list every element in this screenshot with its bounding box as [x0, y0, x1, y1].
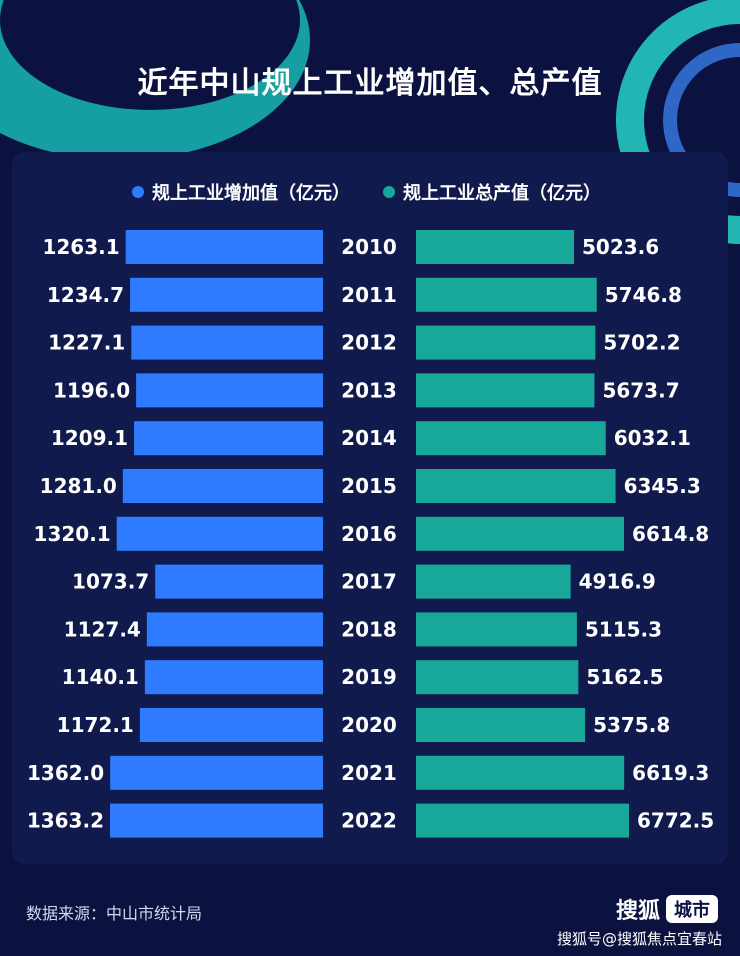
- year-label-2020: 2020: [341, 713, 397, 737]
- label-gross-output-2013: 5673.7: [602, 378, 679, 402]
- bar-gross-output-2012: [416, 325, 596, 360]
- legend-left: 规上工业增加值（亿元）: [132, 178, 350, 206]
- year-label-2017: 2017: [341, 570, 397, 594]
- year-label-2021: 2021: [341, 761, 397, 785]
- label-gross-output-2020: 5375.8: [593, 713, 670, 737]
- brand-tag: 城市: [666, 895, 718, 923]
- data-source: 数据来源：中山市统计局: [26, 904, 203, 923]
- label-gross-output-2022: 6772.5: [637, 809, 714, 833]
- bar-value-added-2010: [125, 230, 323, 264]
- legend-right-dot: [383, 186, 395, 198]
- bar-gross-output-2010: [416, 230, 574, 264]
- watermark: 搜狐号@搜狐焦点宜春站: [556, 930, 722, 948]
- label-gross-output-2021: 6619.3: [632, 761, 709, 785]
- label-gross-output-2018: 5115.3: [585, 617, 662, 641]
- bar-value-added-2013: [136, 373, 323, 408]
- label-value-added-2016: 1320.1: [34, 522, 111, 546]
- butterfly-bar-chart: 1263.1 2010 5023.6 1234.7 2011 5746.8 1227.1 20…: [27, 230, 714, 838]
- sohu-city-logo: 搜狐 城市: [616, 893, 718, 925]
- label-gross-output-2016: 6614.8: [632, 522, 709, 546]
- brand-name: 搜狐: [615, 899, 660, 924]
- label-gross-output-2015: 6345.3: [624, 474, 701, 498]
- bar-gross-output-2016: [416, 516, 625, 551]
- year-label-2022: 2022: [341, 809, 397, 833]
- label-value-added-2012: 1227.1: [48, 331, 125, 355]
- label-value-added-2015: 1281.0: [40, 474, 117, 498]
- year-label-2011: 2011: [341, 283, 397, 307]
- label-value-added-2014: 1209.1: [51, 426, 128, 450]
- label-value-added-2013: 1196.0: [53, 378, 130, 402]
- bar-value-added-2014: [134, 421, 323, 456]
- bar-value-added-2018: [146, 612, 323, 647]
- year-label-2013: 2013: [341, 378, 397, 402]
- label-gross-output-2019: 5162.5: [586, 665, 663, 689]
- bar-value-added-2015: [122, 469, 323, 503]
- label-gross-output-2010: 5023.6: [582, 235, 659, 259]
- label-gross-output-2014: 6032.1: [614, 426, 691, 450]
- bar-gross-output-2021: [416, 755, 625, 790]
- bar-gross-output-2018: [416, 612, 577, 647]
- label-value-added-2011: 1234.7: [47, 283, 124, 307]
- year-label-2018: 2018: [341, 617, 397, 641]
- bar-value-added-2020: [139, 708, 323, 742]
- label-gross-output-2011: 5746.8: [605, 283, 682, 307]
- year-label-2016: 2016: [341, 522, 397, 546]
- bar-gross-output-2020: [416, 708, 586, 742]
- label-gross-output-2017: 4916.9: [579, 570, 656, 594]
- bar-value-added-2012: [131, 325, 323, 360]
- label-value-added-2020: 1172.1: [57, 713, 134, 737]
- year-label-2010: 2010: [341, 235, 397, 259]
- bar-gross-output-2014: [416, 421, 606, 456]
- legend-left-dot: [132, 186, 144, 198]
- bar-value-added-2011: [130, 277, 323, 312]
- legend-right: 规上工业总产值（亿元）: [383, 178, 601, 206]
- year-label-2015: 2015: [341, 474, 397, 498]
- bar-gross-output-2011: [416, 277, 597, 312]
- chart-panel: [12, 152, 728, 864]
- legend-left-label: 规上工业增加值（亿元）: [152, 183, 350, 204]
- bar-gross-output-2015: [416, 469, 616, 503]
- label-gross-output-2012: 5702.2: [603, 331, 680, 355]
- bar-value-added-2016: [116, 516, 323, 551]
- label-value-added-2019: 1140.1: [62, 665, 139, 689]
- label-value-added-2018: 1127.4: [64, 617, 141, 641]
- year-label-2019: 2019: [341, 665, 397, 689]
- bar-gross-output-2022: [416, 803, 629, 838]
- legend-right-label: 规上工业总产值（亿元）: [403, 183, 601, 204]
- bar-value-added-2021: [110, 755, 323, 790]
- bar-value-added-2017: [155, 564, 323, 599]
- year-label-2014: 2014: [341, 426, 397, 450]
- year-label-2012: 2012: [341, 331, 397, 355]
- bar-value-added-2022: [110, 803, 323, 838]
- bar-gross-output-2013: [416, 373, 595, 408]
- bar-value-added-2019: [144, 660, 323, 695]
- bar-gross-output-2019: [416, 660, 579, 695]
- label-value-added-2022: 1363.2: [27, 809, 104, 833]
- bar-gross-output-2017: [416, 564, 571, 599]
- label-value-added-2021: 1362.0: [27, 761, 104, 785]
- chart-title: 近年中山规上工业增加值、总产值: [137, 66, 603, 101]
- label-value-added-2017: 1073.7: [72, 570, 149, 594]
- label-value-added-2010: 1263.1: [42, 235, 119, 259]
